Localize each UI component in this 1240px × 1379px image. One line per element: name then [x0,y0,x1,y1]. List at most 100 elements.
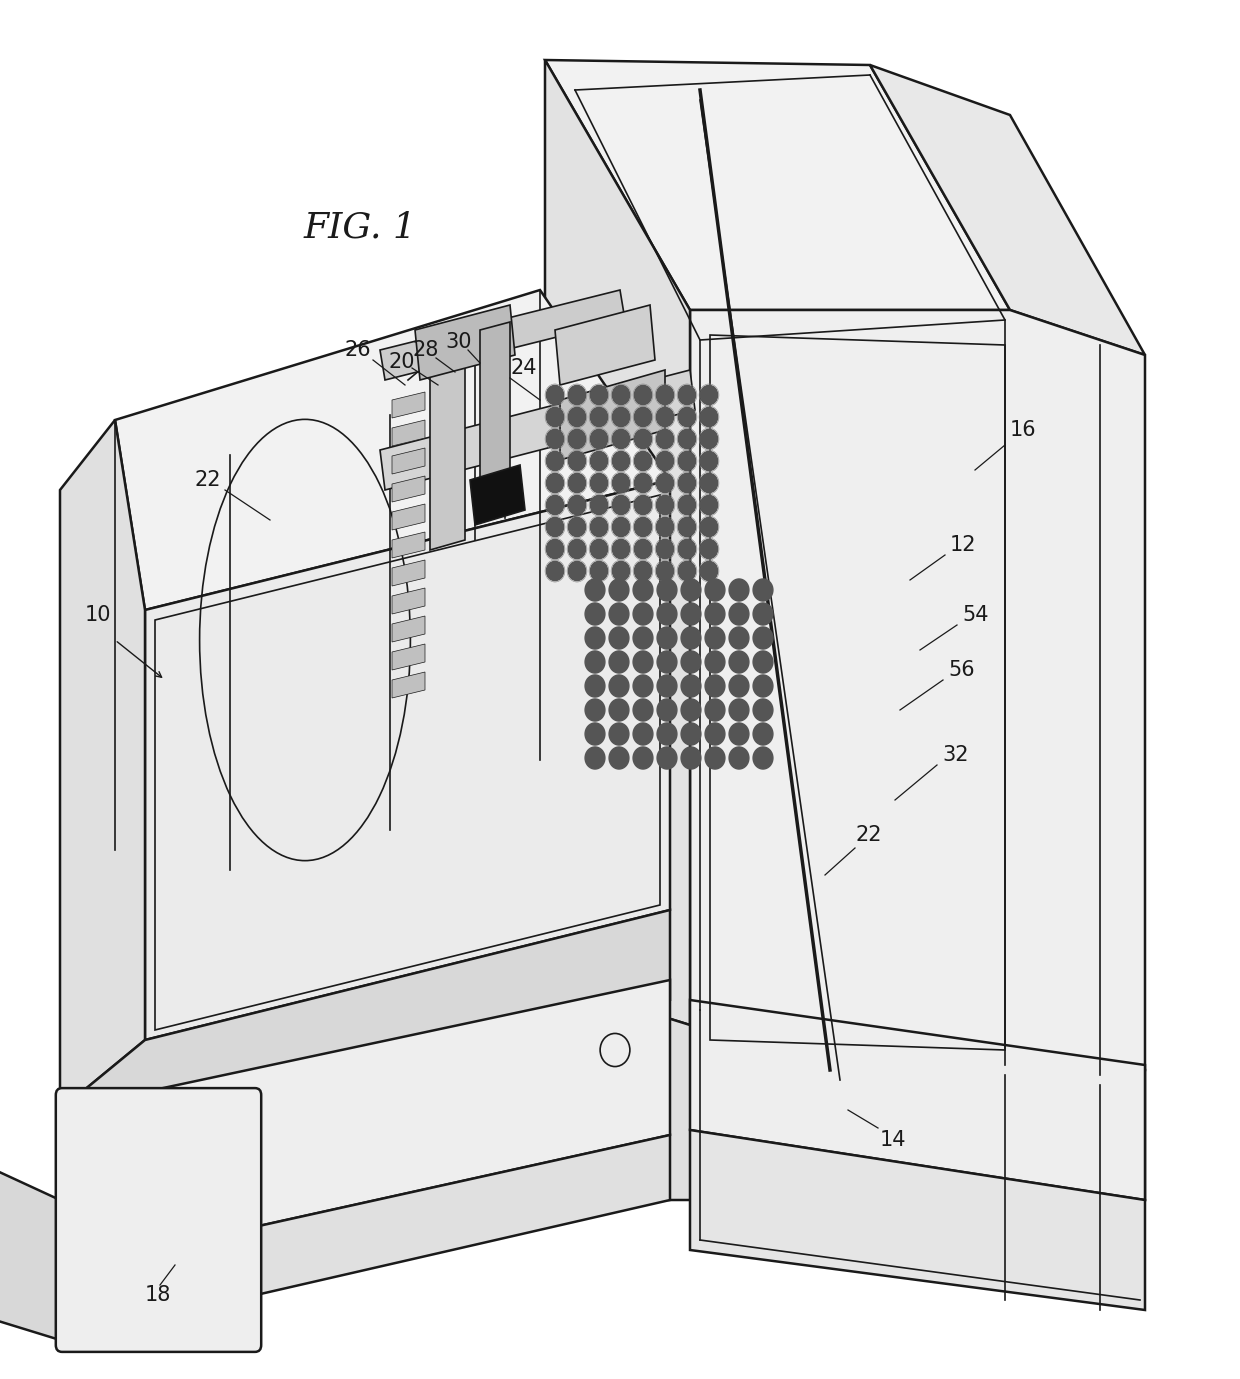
Circle shape [590,429,608,448]
Polygon shape [392,448,425,474]
Circle shape [568,429,585,448]
Polygon shape [392,503,425,530]
Circle shape [568,561,585,581]
Circle shape [568,385,585,404]
Circle shape [657,627,677,650]
Circle shape [681,699,701,721]
Polygon shape [392,560,425,586]
Circle shape [678,517,696,536]
Circle shape [678,451,696,470]
Circle shape [678,429,696,448]
Circle shape [753,603,773,625]
Text: 12: 12 [950,535,977,554]
Polygon shape [392,421,425,445]
Circle shape [568,539,585,558]
Polygon shape [379,290,625,381]
Circle shape [609,747,629,769]
Polygon shape [689,310,1145,1070]
Circle shape [613,407,630,426]
Circle shape [701,495,718,514]
Circle shape [590,495,608,514]
Polygon shape [379,370,694,490]
Circle shape [635,407,652,426]
Circle shape [701,451,718,470]
Circle shape [656,539,673,558]
Circle shape [706,723,725,745]
Circle shape [656,407,673,426]
Text: 56: 56 [949,661,975,680]
Circle shape [635,429,652,448]
Circle shape [613,385,630,404]
Circle shape [634,674,653,696]
Text: 20: 20 [388,352,414,372]
Polygon shape [115,290,670,610]
Circle shape [681,651,701,673]
Circle shape [585,699,605,721]
Circle shape [681,674,701,696]
Circle shape [635,473,652,492]
Circle shape [568,495,585,514]
Circle shape [585,674,605,696]
Circle shape [609,627,629,650]
Circle shape [568,451,585,470]
Circle shape [729,674,749,696]
Polygon shape [689,1000,1145,1200]
Circle shape [657,747,677,769]
Circle shape [613,429,630,448]
Circle shape [678,407,696,426]
Polygon shape [392,532,425,558]
Circle shape [547,385,564,404]
Circle shape [635,495,652,514]
Circle shape [609,674,629,696]
Circle shape [634,627,653,650]
Circle shape [590,517,608,536]
Polygon shape [546,61,689,1025]
Circle shape [656,451,673,470]
Circle shape [634,651,653,673]
Polygon shape [60,1135,670,1340]
Circle shape [568,473,585,492]
Circle shape [657,603,677,625]
Text: 18: 18 [145,1285,171,1305]
Polygon shape [145,480,670,1040]
Circle shape [634,579,653,601]
Circle shape [656,517,673,536]
Circle shape [635,451,652,470]
Circle shape [729,651,749,673]
Circle shape [613,495,630,514]
Circle shape [547,407,564,426]
Circle shape [706,747,725,769]
Circle shape [634,699,653,721]
Circle shape [590,385,608,404]
Polygon shape [392,587,425,614]
Circle shape [613,451,630,470]
Polygon shape [392,644,425,670]
Circle shape [681,603,701,625]
Circle shape [681,723,701,745]
Circle shape [657,579,677,601]
Circle shape [656,429,673,448]
Circle shape [590,407,608,426]
Circle shape [547,561,564,581]
Polygon shape [60,421,145,1110]
Circle shape [568,517,585,536]
Circle shape [634,747,653,769]
Circle shape [753,747,773,769]
Text: 30: 30 [445,332,471,352]
Circle shape [547,495,564,514]
Circle shape [609,723,629,745]
Circle shape [657,723,677,745]
Circle shape [585,627,605,650]
Text: 26: 26 [345,341,372,360]
Circle shape [701,539,718,558]
Circle shape [547,517,564,536]
Circle shape [706,651,725,673]
Polygon shape [392,392,425,418]
Circle shape [656,473,673,492]
Circle shape [635,539,652,558]
Polygon shape [430,345,465,550]
Circle shape [706,627,725,650]
Circle shape [609,579,629,601]
Text: 28: 28 [412,341,439,360]
Circle shape [753,579,773,601]
